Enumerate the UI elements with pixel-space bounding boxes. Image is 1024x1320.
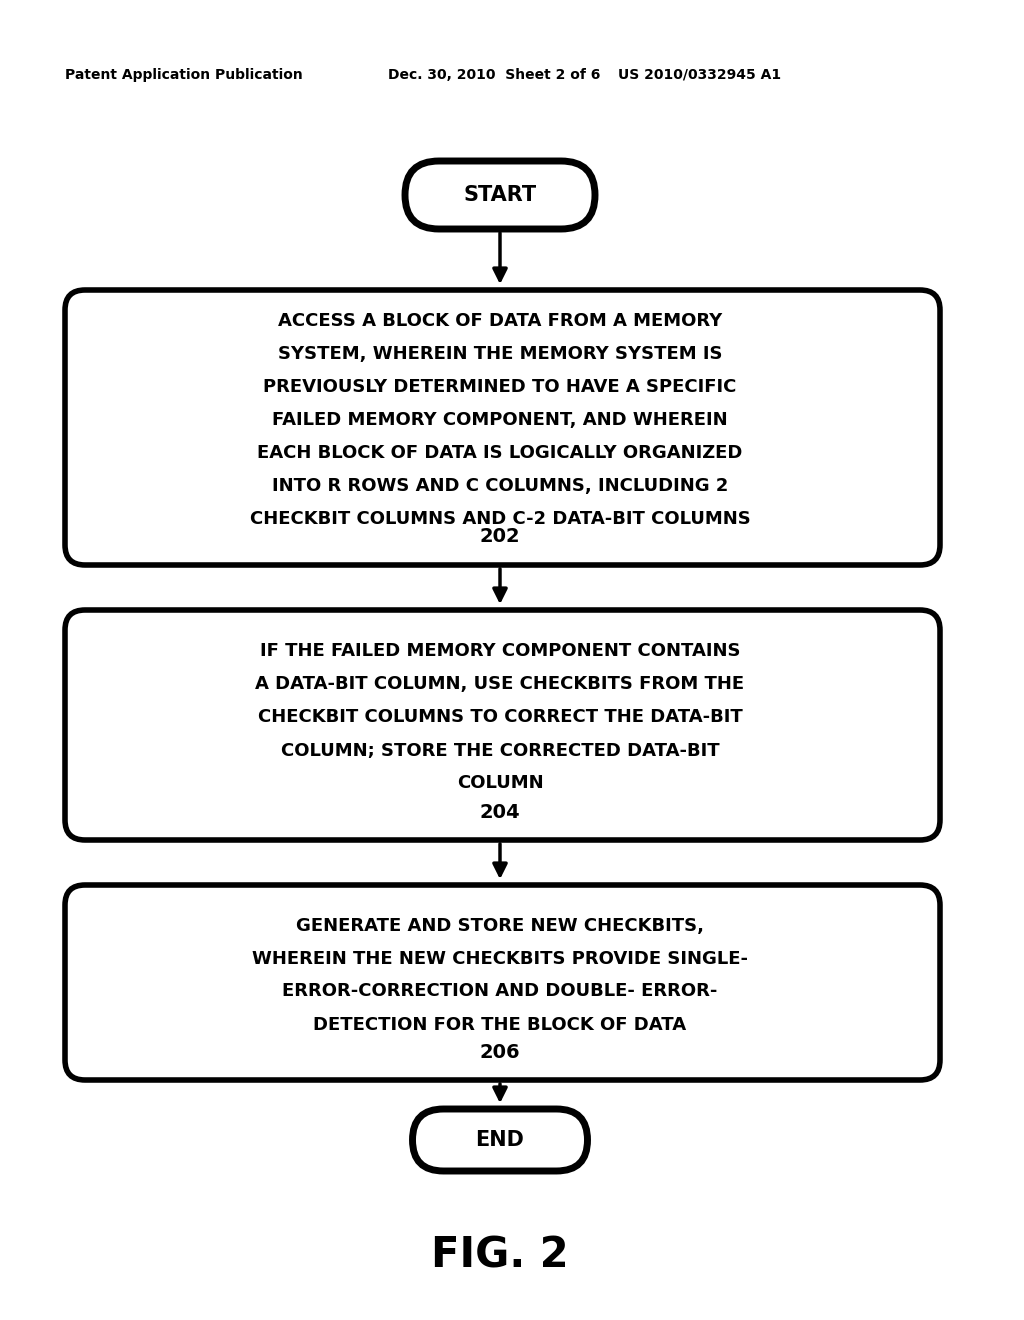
- Text: COLUMN; STORE THE CORRECTED DATA-BIT: COLUMN; STORE THE CORRECTED DATA-BIT: [281, 742, 719, 759]
- Text: ACCESS A BLOCK OF DATA FROM A MEMORY: ACCESS A BLOCK OF DATA FROM A MEMORY: [278, 312, 722, 330]
- Text: IF THE FAILED MEMORY COMPONENT CONTAINS: IF THE FAILED MEMORY COMPONENT CONTAINS: [260, 643, 740, 660]
- Text: ERROR-CORRECTION AND DOUBLE- ERROR-: ERROR-CORRECTION AND DOUBLE- ERROR-: [283, 982, 718, 1001]
- Text: Dec. 30, 2010  Sheet 2 of 6: Dec. 30, 2010 Sheet 2 of 6: [388, 69, 600, 82]
- Text: Patent Application Publication: Patent Application Publication: [65, 69, 303, 82]
- Text: COLUMN: COLUMN: [457, 775, 544, 792]
- Text: WHEREIN THE NEW CHECKBITS PROVIDE SINGLE-: WHEREIN THE NEW CHECKBITS PROVIDE SINGLE…: [252, 949, 748, 968]
- Text: DETECTION FOR THE BLOCK OF DATA: DETECTION FOR THE BLOCK OF DATA: [313, 1015, 686, 1034]
- Text: 204: 204: [479, 803, 520, 821]
- Text: US 2010/0332945 A1: US 2010/0332945 A1: [618, 69, 781, 82]
- Text: 206: 206: [479, 1043, 520, 1061]
- Text: 202: 202: [479, 528, 520, 546]
- Text: PREVIOUSLY DETERMINED TO HAVE A SPECIFIC: PREVIOUSLY DETERMINED TO HAVE A SPECIFIC: [263, 378, 736, 396]
- Text: FIG. 2: FIG. 2: [431, 1234, 568, 1276]
- Text: CHECKBIT COLUMNS AND C-2 DATA-BIT COLUMNS: CHECKBIT COLUMNS AND C-2 DATA-BIT COLUMN…: [250, 510, 751, 528]
- Text: FAILED MEMORY COMPONENT, AND WHEREIN: FAILED MEMORY COMPONENT, AND WHEREIN: [272, 411, 728, 429]
- FancyBboxPatch shape: [413, 1109, 588, 1171]
- Text: START: START: [464, 185, 537, 205]
- FancyBboxPatch shape: [65, 290, 940, 565]
- Text: GENERATE AND STORE NEW CHECKBITS,: GENERATE AND STORE NEW CHECKBITS,: [296, 916, 705, 935]
- Text: INTO R ROWS AND C COLUMNS, INCLUDING 2: INTO R ROWS AND C COLUMNS, INCLUDING 2: [271, 477, 728, 495]
- FancyBboxPatch shape: [406, 161, 595, 228]
- FancyBboxPatch shape: [65, 610, 940, 840]
- Text: SYSTEM, WHEREIN THE MEMORY SYSTEM IS: SYSTEM, WHEREIN THE MEMORY SYSTEM IS: [278, 345, 722, 363]
- Text: A DATA-BIT COLUMN, USE CHECKBITS FROM THE: A DATA-BIT COLUMN, USE CHECKBITS FROM TH…: [255, 676, 744, 693]
- Text: EACH BLOCK OF DATA IS LOGICALLY ORGANIZED: EACH BLOCK OF DATA IS LOGICALLY ORGANIZE…: [257, 444, 742, 462]
- Text: CHECKBIT COLUMNS TO CORRECT THE DATA-BIT: CHECKBIT COLUMNS TO CORRECT THE DATA-BIT: [258, 709, 742, 726]
- Text: END: END: [475, 1130, 524, 1150]
- FancyBboxPatch shape: [65, 884, 940, 1080]
